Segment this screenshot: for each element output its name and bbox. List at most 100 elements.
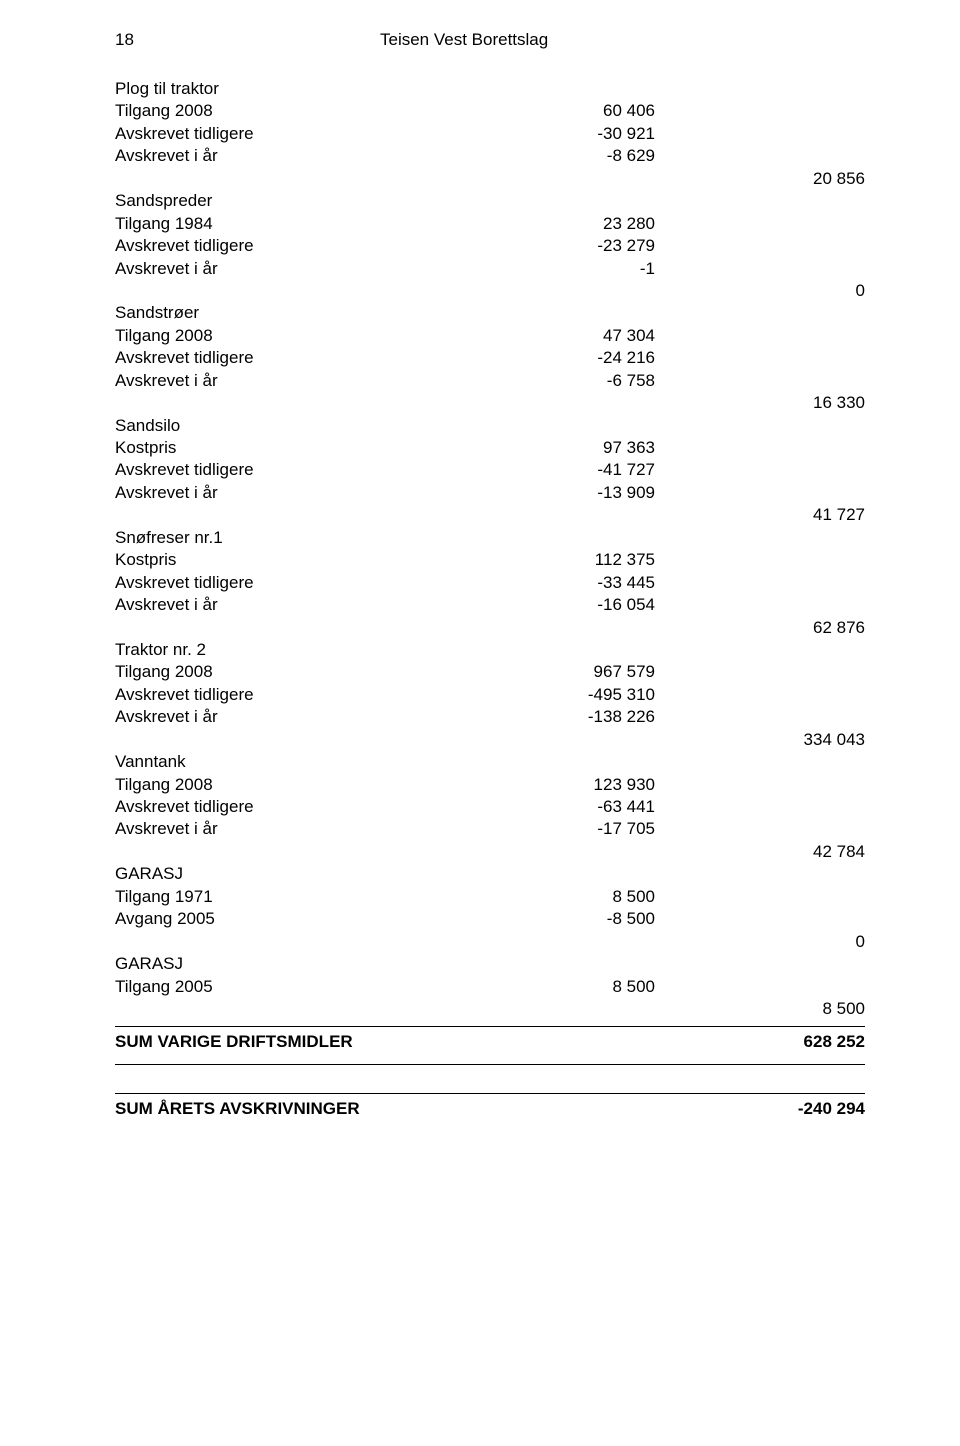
total-label: SUM ÅRETS AVSKRIVNINGER [115,1098,535,1120]
line-item: Tilgang 2008967 579 [115,661,865,683]
line-label: Tilgang 2008 [115,100,535,122]
line-value: -1 [535,258,655,280]
empty-cell [655,751,865,773]
group-title: Vanntank [115,751,535,773]
line-label: Avgang 2005 [115,908,535,930]
line-value: -8 500 [535,908,655,930]
empty-cell [115,841,535,863]
line-value: 23 280 [535,213,655,235]
line-value: 8 500 [535,886,655,908]
empty-cell [655,437,865,459]
group-title: Traktor nr. 2 [115,639,535,661]
line-label: Avskrevet tidligere [115,684,535,706]
line-value: -495 310 [535,684,655,706]
empty-cell [535,729,655,751]
group-sum: 8 500 [655,998,865,1020]
empty-cell [115,504,535,526]
line-value: -23 279 [535,235,655,257]
line-label: Tilgang 2008 [115,661,535,683]
empty-cell [655,572,865,594]
group-sum: 0 [655,280,865,302]
empty-cell [535,617,655,639]
line-item: Tilgang 200860 406 [115,100,865,122]
line-item: Tilgang 20058 500 [115,976,865,998]
line-item: Kostpris112 375 [115,549,865,571]
line-item: Avskrevet tidligere-23 279 [115,235,865,257]
empty-cell [655,123,865,145]
line-value: -30 921 [535,123,655,145]
page-number: 18 [115,30,165,50]
line-item: Avskrevet i år-13 909 [115,482,865,504]
line-label: Avskrevet tidligere [115,123,535,145]
line-value: 47 304 [535,325,655,347]
line-item: Avskrevet tidligere-30 921 [115,123,865,145]
line-item: Avskrevet tidligere-24 216 [115,347,865,369]
empty-cell [535,931,655,953]
empty-cell [655,549,865,571]
line-value: -13 909 [535,482,655,504]
line-label: Tilgang 2008 [115,774,535,796]
empty-cell [535,504,655,526]
line-value: -33 445 [535,572,655,594]
asset-groups: Plog til traktorTilgang 200860 406Avskre… [115,78,865,1020]
line-value: -63 441 [535,796,655,818]
line-item: Avskrevet i år-8 629 [115,145,865,167]
group-title: Sandsilo [115,415,535,437]
line-label: Tilgang 2005 [115,976,535,998]
empty-cell [115,280,535,302]
line-label: Avskrevet tidligere [115,796,535,818]
page-header: 18 Teisen Vest Borettslag [115,30,865,50]
empty-cell [655,347,865,369]
empty-cell [655,818,865,840]
group-title-row: Vanntank [115,751,865,773]
line-item: Avskrevet i år-16 054 [115,594,865,616]
empty-cell [655,527,865,549]
empty-cell [655,953,865,975]
empty-cell [115,998,535,1020]
line-label: Avskrevet i år [115,818,535,840]
line-item: Tilgang 198423 280 [115,213,865,235]
total-spacer [535,1031,655,1053]
empty-cell [655,976,865,998]
line-label: Avskrevet i år [115,706,535,728]
empty-cell [655,213,865,235]
total-value: 628 252 [655,1031,865,1053]
line-value: 60 406 [535,100,655,122]
empty-cell [655,639,865,661]
document-page: 18 Teisen Vest Borettslag Plog til trakt… [0,0,960,1446]
group-title-row: Plog til traktor [115,78,865,100]
group-sum-row: 42 784 [115,841,865,863]
group-sum-row: 0 [115,280,865,302]
total-spacer [535,1098,655,1120]
line-item: Avskrevet i år-138 226 [115,706,865,728]
line-value: -41 727 [535,459,655,481]
line-item: Avskrevet i år-17 705 [115,818,865,840]
empty-cell [115,931,535,953]
line-label: Tilgang 1971 [115,886,535,908]
empty-cell [535,392,655,414]
empty-cell [655,325,865,347]
divider [115,1064,865,1065]
empty-cell [535,751,655,773]
line-item: Kostpris97 363 [115,437,865,459]
group-title: Snøfreser nr.1 [115,527,535,549]
group-title: Sandstrøer [115,302,535,324]
group-sum: 62 876 [655,617,865,639]
group-title-row: Traktor nr. 2 [115,639,865,661]
divider [115,1026,865,1027]
empty-cell [535,280,655,302]
page-title: Teisen Vest Borettslag [165,30,865,50]
sum-varige-driftsmidler: SUM VARIGE DRIFTSMIDLER 628 252 [115,1031,865,1053]
group-sum-row: 334 043 [115,729,865,751]
group-title: GARASJ [115,953,535,975]
group-title: Plog til traktor [115,78,535,100]
empty-cell [655,235,865,257]
total-label: SUM VARIGE DRIFTSMIDLER [115,1031,535,1053]
line-value: -6 758 [535,370,655,392]
line-value: -17 705 [535,818,655,840]
group-title-row: Sandspreder [115,190,865,212]
empty-cell [655,482,865,504]
line-item: Avskrevet i år-6 758 [115,370,865,392]
line-value: 97 363 [535,437,655,459]
empty-cell [655,863,865,885]
